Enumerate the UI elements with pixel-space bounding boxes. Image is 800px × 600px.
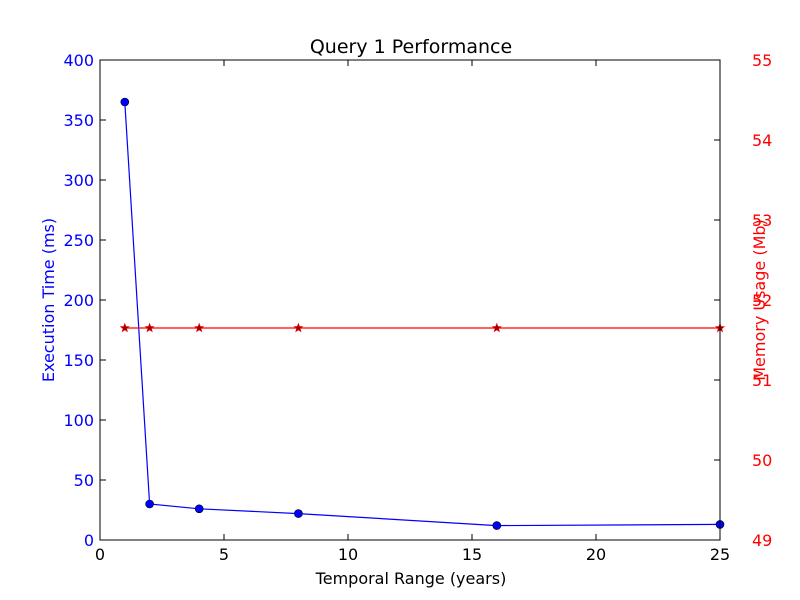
series-2-point bbox=[194, 322, 205, 333]
y-right-tick-label: 54 bbox=[752, 131, 772, 150]
y-left-tick-label: 200 bbox=[63, 291, 94, 310]
series-2-point bbox=[119, 322, 130, 333]
series-1-point bbox=[294, 509, 303, 518]
series-2-point bbox=[293, 322, 304, 333]
y-right-tick-label: 49 bbox=[752, 531, 772, 550]
y-right-tick-label: 52 bbox=[752, 291, 772, 310]
y-axis-right-label: Memory Usage (Mb) bbox=[750, 219, 769, 381]
y-left-tick-label: 50 bbox=[74, 471, 94, 490]
x-tick-label: 20 bbox=[586, 545, 606, 564]
series-2-point bbox=[144, 322, 155, 333]
plot-frame bbox=[99, 59, 721, 541]
x-tick-label: 5 bbox=[219, 545, 229, 564]
y-right-tick-label: 53 bbox=[752, 211, 772, 230]
series-2-point bbox=[491, 322, 502, 333]
y-left-tick-label: 400 bbox=[63, 51, 94, 70]
series-1-point bbox=[194, 504, 204, 514]
y-axis-left-label: Execution Time (ms) bbox=[39, 218, 58, 382]
x-tick-label: 0 bbox=[95, 545, 105, 564]
series-1-point bbox=[145, 499, 154, 509]
y-right-tick-label: 50 bbox=[752, 451, 772, 470]
y-left-tick-label: 350 bbox=[63, 111, 94, 130]
x-tick-label: 25 bbox=[710, 545, 730, 564]
x-tick-label: 10 bbox=[338, 545, 358, 564]
y-left-tick-label: 150 bbox=[63, 351, 94, 370]
y-left-tick-label: 250 bbox=[63, 231, 94, 250]
series-1-point bbox=[120, 97, 130, 107]
series-1-line bbox=[124, 101, 721, 527]
series-1-point bbox=[492, 521, 502, 530]
y-left-tick-label: 100 bbox=[63, 411, 94, 430]
y-right-tick-label: 51 bbox=[752, 371, 772, 390]
y-left-tick-label: 300 bbox=[63, 171, 94, 190]
x-axis-label: Temporal Range (years) bbox=[315, 569, 507, 588]
chart-title: Query 1 Performance bbox=[310, 36, 512, 58]
x-tick-label: 15 bbox=[462, 545, 482, 564]
y-right-tick-label: 55 bbox=[752, 51, 772, 70]
y-left-tick-label: 0 bbox=[84, 531, 94, 550]
